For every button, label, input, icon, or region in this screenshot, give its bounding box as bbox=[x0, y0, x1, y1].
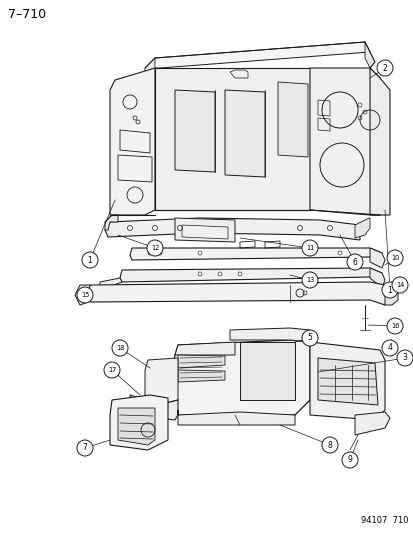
Circle shape bbox=[341, 452, 357, 468]
Polygon shape bbox=[178, 355, 224, 368]
Polygon shape bbox=[118, 408, 154, 445]
Polygon shape bbox=[88, 282, 389, 305]
Polygon shape bbox=[175, 90, 214, 172]
Text: 17: 17 bbox=[107, 367, 116, 373]
Circle shape bbox=[82, 252, 98, 268]
Circle shape bbox=[381, 340, 397, 356]
Polygon shape bbox=[369, 68, 389, 215]
Polygon shape bbox=[354, 218, 369, 238]
Text: 18: 18 bbox=[116, 345, 124, 351]
Polygon shape bbox=[100, 278, 122, 290]
Polygon shape bbox=[240, 342, 294, 400]
Text: 4: 4 bbox=[387, 343, 392, 352]
Circle shape bbox=[321, 437, 337, 453]
Text: 15: 15 bbox=[81, 292, 89, 298]
Polygon shape bbox=[230, 328, 309, 342]
Circle shape bbox=[386, 250, 402, 266]
Circle shape bbox=[391, 277, 407, 293]
Polygon shape bbox=[178, 370, 224, 382]
Text: 2: 2 bbox=[382, 63, 387, 72]
Circle shape bbox=[396, 350, 412, 366]
Text: 10: 10 bbox=[390, 255, 398, 261]
Circle shape bbox=[301, 240, 317, 256]
Polygon shape bbox=[120, 268, 381, 282]
Text: 5: 5 bbox=[307, 334, 312, 343]
Circle shape bbox=[346, 254, 362, 270]
Polygon shape bbox=[105, 218, 359, 240]
Polygon shape bbox=[154, 68, 309, 210]
Polygon shape bbox=[75, 285, 90, 305]
Polygon shape bbox=[384, 282, 397, 305]
Circle shape bbox=[112, 340, 128, 356]
Circle shape bbox=[381, 282, 397, 298]
Polygon shape bbox=[130, 248, 381, 262]
Polygon shape bbox=[105, 215, 118, 230]
Polygon shape bbox=[317, 358, 377, 405]
Polygon shape bbox=[224, 90, 264, 177]
Polygon shape bbox=[369, 248, 384, 268]
Polygon shape bbox=[145, 358, 178, 405]
Text: 13: 13 bbox=[305, 277, 313, 283]
Text: 1: 1 bbox=[387, 286, 392, 295]
Polygon shape bbox=[309, 342, 384, 420]
Text: 16: 16 bbox=[390, 323, 398, 329]
Text: 6: 6 bbox=[352, 257, 356, 266]
Polygon shape bbox=[175, 342, 235, 355]
Circle shape bbox=[301, 272, 317, 288]
Polygon shape bbox=[364, 42, 374, 68]
Circle shape bbox=[77, 440, 93, 456]
Polygon shape bbox=[145, 42, 369, 68]
Text: 3: 3 bbox=[401, 353, 406, 362]
Text: 11: 11 bbox=[305, 245, 313, 251]
Text: 7: 7 bbox=[82, 443, 87, 453]
Text: 8: 8 bbox=[327, 440, 332, 449]
Polygon shape bbox=[110, 68, 154, 215]
Polygon shape bbox=[130, 395, 178, 420]
Polygon shape bbox=[178, 410, 294, 425]
Polygon shape bbox=[165, 340, 309, 415]
Text: 12: 12 bbox=[150, 245, 159, 251]
Polygon shape bbox=[145, 58, 154, 80]
Text: 9: 9 bbox=[347, 456, 351, 464]
Polygon shape bbox=[110, 395, 168, 450]
Text: 1: 1 bbox=[88, 255, 92, 264]
Polygon shape bbox=[277, 82, 307, 157]
Circle shape bbox=[77, 287, 93, 303]
Circle shape bbox=[104, 362, 120, 378]
Circle shape bbox=[301, 330, 317, 346]
Polygon shape bbox=[175, 218, 235, 242]
Text: 94107  710: 94107 710 bbox=[361, 516, 408, 525]
Circle shape bbox=[147, 240, 163, 256]
Circle shape bbox=[386, 318, 402, 334]
Polygon shape bbox=[354, 412, 389, 435]
Text: 14: 14 bbox=[395, 282, 403, 288]
Polygon shape bbox=[309, 68, 379, 215]
Circle shape bbox=[376, 60, 392, 76]
Text: 7–710: 7–710 bbox=[8, 8, 46, 21]
Polygon shape bbox=[369, 268, 384, 288]
